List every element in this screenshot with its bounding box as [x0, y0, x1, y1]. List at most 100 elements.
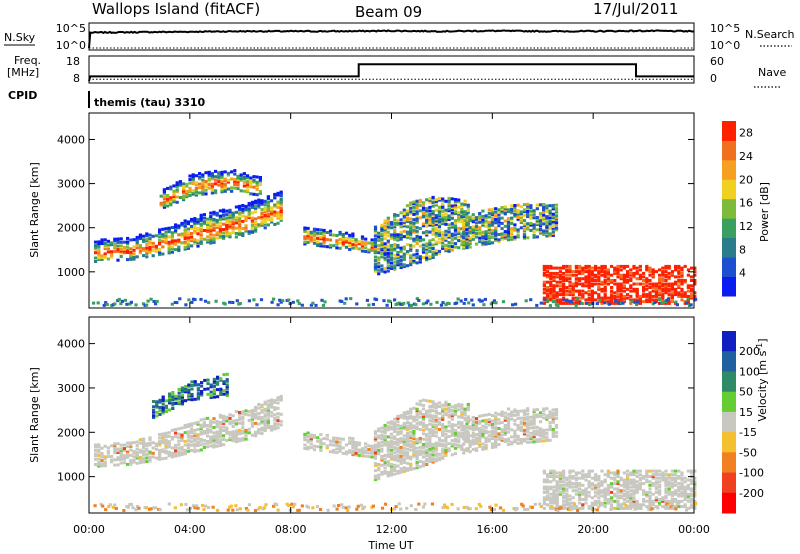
data-cell — [415, 249, 419, 253]
data-cell — [494, 207, 498, 211]
data-cell — [421, 231, 426, 235]
data-cell — [526, 421, 530, 425]
data-cell — [209, 236, 213, 240]
data-cell — [186, 446, 190, 450]
data-cell — [223, 184, 227, 188]
data-cell — [542, 407, 546, 411]
data-cell — [135, 241, 139, 245]
data-cell — [380, 426, 384, 430]
data-cell — [686, 494, 690, 498]
data-cell — [171, 401, 175, 405]
data-cell — [460, 412, 464, 416]
power-colorbar-swatch — [722, 237, 736, 258]
data-cell — [571, 284, 575, 288]
data-cell — [193, 380, 197, 384]
data-cell — [402, 453, 406, 457]
data-cell — [587, 280, 591, 284]
data-cell — [225, 234, 229, 238]
ground-cell — [229, 504, 233, 508]
data-cell — [450, 238, 454, 241]
data-cell — [383, 231, 387, 235]
data-cell — [386, 225, 390, 229]
data-cell — [116, 241, 120, 244]
ground-cell — [585, 301, 589, 305]
data-cell — [571, 475, 575, 478]
ground-cell — [272, 297, 276, 301]
data-cell — [409, 220, 413, 224]
data-cell — [600, 287, 604, 291]
data-cell — [686, 496, 690, 500]
data-cell — [215, 435, 219, 439]
data-cell — [215, 224, 219, 228]
data-cell — [164, 230, 168, 234]
ytick-label: 4000 — [57, 133, 85, 146]
data-cell — [457, 219, 461, 223]
data-cell — [667, 483, 671, 487]
data-cell — [460, 431, 464, 435]
data-cell — [629, 286, 633, 289]
data-cell — [474, 235, 479, 239]
data-cell — [587, 473, 591, 477]
data-cell — [383, 434, 387, 438]
data-cell — [626, 280, 630, 284]
data-cell — [632, 273, 636, 277]
data-cell — [661, 296, 665, 300]
data-cell — [222, 434, 226, 438]
data-cell — [462, 232, 466, 236]
data-cell — [266, 214, 270, 218]
data-cell — [460, 423, 464, 426]
data-cell — [460, 243, 464, 247]
data-cell — [402, 450, 406, 454]
data-cell — [549, 496, 553, 500]
ytick-label: 3000 — [57, 178, 85, 191]
data-cell — [450, 248, 454, 252]
data-cell — [201, 189, 205, 193]
data-cell — [171, 391, 175, 394]
noise-tick-top-right: 10^5 — [710, 22, 740, 35]
ground-cell — [129, 502, 133, 506]
data-cell — [474, 228, 479, 232]
data-cell — [216, 381, 220, 384]
data-cell — [148, 240, 152, 244]
data-cell — [632, 271, 636, 275]
data-cell — [94, 245, 98, 249]
data-cell — [263, 203, 267, 207]
data-cell — [263, 423, 267, 427]
data-cell — [460, 435, 464, 439]
data-cell — [597, 475, 601, 478]
data-cell — [555, 298, 559, 302]
data-cell — [447, 209, 451, 213]
data-cell — [142, 240, 146, 243]
data-cell — [597, 476, 601, 480]
data-cell — [619, 289, 623, 293]
data-cell — [254, 226, 258, 230]
data-cell — [626, 499, 630, 503]
data-cell — [258, 191, 262, 195]
data-cell — [170, 455, 174, 459]
data-cell — [183, 219, 187, 223]
data-cell — [503, 230, 507, 234]
data-cell — [380, 246, 384, 250]
data-cell — [393, 446, 397, 449]
data-cell — [571, 293, 575, 297]
data-cell — [453, 404, 458, 408]
data-cell — [686, 483, 690, 487]
data-cell — [690, 279, 694, 282]
data-cell — [236, 183, 240, 187]
data-cell — [367, 248, 371, 252]
data-cell — [638, 296, 642, 300]
data-cell — [399, 449, 403, 453]
data-cell — [325, 433, 329, 437]
data-cell — [244, 428, 248, 432]
data-cell — [218, 428, 222, 431]
data-cell — [503, 440, 507, 443]
data-cell — [587, 490, 591, 494]
data-cell — [373, 463, 378, 467]
data-cell — [257, 198, 261, 202]
data-cell — [645, 480, 649, 484]
data-cell — [460, 209, 464, 213]
data-cell — [193, 229, 197, 233]
data-cell — [552, 284, 556, 288]
data-cell — [409, 201, 413, 205]
data-cell — [453, 429, 458, 432]
